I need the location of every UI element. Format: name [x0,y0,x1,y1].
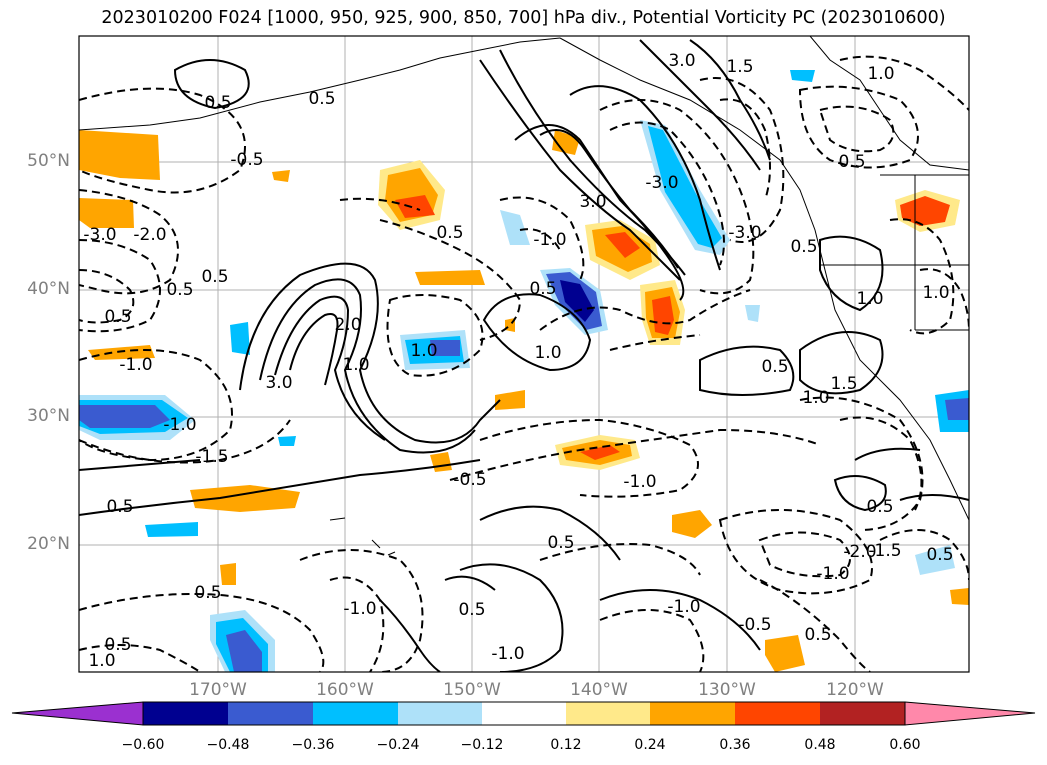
contour-label: -3.0 [728,223,761,243]
contour-label: 0.5 [204,93,231,113]
contour-label: -0.5 [230,150,263,170]
contour-label: 1.0 [88,651,115,671]
contour-label: -1.0 [163,415,196,435]
contour-label: -1.0 [816,564,849,584]
contour-label: -0.5 [738,615,771,635]
lat-label-20n: 20°N [27,534,70,554]
contour-label: -3.0 [645,173,678,193]
contour-label: -0.5 [453,470,486,490]
contour-label: -3.0 [83,225,116,245]
contour-label-layer: 0.5 0.5 -0.5 0.5 0.5 0.5 -1.0 -1.0 -1.5 … [83,51,953,671]
contour-label: 0.5 [104,307,131,327]
colorbar-segment [228,702,313,725]
colorbar-segment [566,702,650,725]
contour-label: -2.0 [133,225,166,245]
contour-label: 1.0 [922,283,949,303]
contour-label: -1.0 [119,355,152,375]
contour-label: 1.5 [726,57,753,77]
lon-label-120w: 120°W [826,680,884,700]
contour-label: -2.0 [843,542,876,562]
contour-label: 0.5 [308,89,335,109]
lon-label-160w: 160°W [316,680,374,700]
contour-label: 1.0 [867,64,894,84]
contour-label: 0.5 [529,279,556,299]
lon-label-130w: 130°W [698,680,756,700]
colorbar-tick: −0.12 [460,737,504,753]
colorbar-segment [143,702,228,725]
colorbar-segment [820,702,905,725]
contour-label: 0.5 [166,280,193,300]
contour-label: 1.0 [856,289,883,309]
contour-label: 0.5 [458,600,485,620]
colorbar-tick: −0.60 [121,737,165,753]
contour-label: 3.0 [668,51,695,71]
colorbar-extend-min [11,701,144,726]
lat-label-30n: 30°N [27,406,70,426]
contour-label: -1.0 [491,644,524,664]
contour-label: 0.5 [436,223,463,243]
contour-label: -1.0 [623,472,656,492]
colorbar-tick: 0.48 [804,737,836,753]
contours-negative [79,55,969,672]
contour-label: 0.5 [790,237,817,257]
contour-label: 0.5 [866,497,893,517]
contour-label: 0.5 [201,267,228,287]
pv-fill-negative [79,70,969,672]
coastlines [79,36,969,556]
contour-label: -1.0 [533,230,566,250]
lon-label-140w: 140°W [570,680,628,700]
contour-label: 0.5 [761,357,788,377]
lon-label-150w: 150°W [443,680,501,700]
map-title: 2023010200 F024 [1000, 950, 925, 900, 85… [101,8,946,28]
colorbar-tick: −0.48 [206,737,250,753]
colorbar-tick: 0.24 [634,737,666,753]
contour-label: 1.0 [410,341,437,361]
contour-label: 1.5 [830,374,857,394]
lat-label-40n: 40°N [27,279,70,299]
pv-fill-positive [79,130,969,672]
colorbar [11,701,1036,726]
colorbar-segment [650,702,735,725]
contour-label: 0.5 [804,625,831,645]
colorbar-segment [313,702,398,725]
colorbar-segment [482,702,566,725]
contour-label: 0.5 [838,152,865,172]
contour-label: 2.0 [334,315,361,335]
colorbar-segment [398,702,482,725]
colorbar-segment [735,702,820,725]
contour-label: 0.5 [926,545,953,565]
lat-label-50n: 50°N [27,151,70,171]
colorbar-tick: 0.36 [719,737,751,753]
contour-label: 0.5 [104,635,131,655]
contour-label: 1.0 [342,355,369,375]
contour-label: -1.5 [195,447,228,467]
lon-label-170w: 170°W [189,680,247,700]
contour-label: 0.5 [547,533,574,553]
map-content [79,36,969,672]
contour-label: 0.5 [194,583,221,603]
colorbar-tick: 0.12 [550,737,582,753]
colorbar-tick: −0.36 [291,737,335,753]
contour-label: 3.0 [579,192,606,212]
contour-label: -1.5 [868,541,901,561]
contour-label: -1.0 [667,597,700,617]
colorbar-extend-max [904,701,1036,726]
map-frame [78,35,970,673]
contour-label: 3.0 [265,373,292,393]
colorbar-tick: −0.24 [376,737,420,753]
colorbar-tick: 0.60 [889,737,921,753]
contour-label: -1.0 [343,599,376,619]
contour-label: 1.0 [534,343,561,363]
contour-label: 1.0 [802,388,829,408]
contour-label: 0.5 [106,497,133,517]
contours-positive [79,39,969,672]
